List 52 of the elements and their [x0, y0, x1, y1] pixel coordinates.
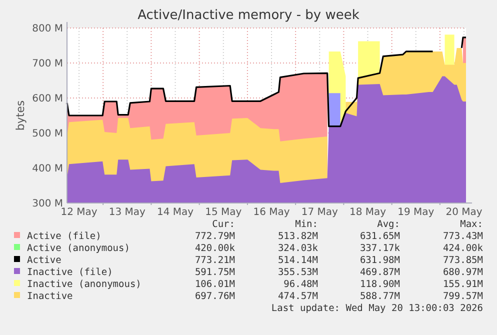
text: 773.43M [442, 231, 484, 242]
x-tick-label: 13 May [108, 207, 146, 218]
text: 772.79M [194, 231, 236, 242]
x-tick-label: 16 May [253, 207, 290, 218]
y-tick-label: 500 M [32, 128, 63, 140]
text: Min: [295, 219, 318, 230]
legend-label: Inactive (file) [27, 267, 113, 278]
text: 631.98M [360, 255, 400, 266]
text: 355.53M [278, 267, 318, 278]
x-tick-label: 17 May [301, 207, 338, 218]
legend-label: Active (anonymous) [27, 243, 130, 254]
text: 155.91M [442, 279, 484, 290]
y-tick-label: 800 M [32, 24, 63, 34]
text: 773.85M [442, 255, 484, 266]
text: 106.01M [194, 279, 236, 290]
legend-label: Inactive [27, 291, 74, 302]
text: 631.65M [360, 231, 400, 242]
y-axis-title: bytes [14, 100, 27, 131]
y-tick-label: 600 M [32, 94, 63, 104]
text: 337.17k [360, 243, 400, 254]
x-tick-label: 14 May [156, 207, 194, 218]
text: 680.97M [442, 267, 484, 278]
legend-label: Active [27, 255, 62, 266]
y-tick-label: 400 M [32, 164, 63, 174]
chart-title: Active/Inactive memory - by week [138, 8, 360, 23]
text: 514.14M [278, 255, 318, 266]
text: Last update: Wed May 20 13:00:03 2026 [271, 303, 484, 314]
text: 588.77M [360, 291, 400, 302]
text: 799.57M [442, 291, 484, 302]
y-tick-label: 700 M [32, 58, 63, 70]
text: 469.87M [360, 267, 400, 278]
legend-label: Active (file) [27, 231, 102, 242]
x-tick-label: 18 May [349, 207, 386, 218]
text: 324.03k [278, 243, 318, 254]
x-tick-label: 12 May [60, 207, 98, 218]
x-tick-label: 19 May [398, 207, 434, 218]
text: 424.00k [442, 243, 484, 254]
text: 118.90M [360, 279, 400, 290]
text: 474.57M [278, 291, 318, 302]
x-tick-label: 15 May [205, 207, 242, 218]
text: 697.76M [194, 291, 236, 302]
text: 513.82M [278, 231, 318, 242]
text: Max: [460, 219, 483, 230]
text: Cur: [212, 219, 235, 230]
x-tick-label: 20 May [446, 207, 482, 218]
y-tick-label: 300 M [32, 198, 63, 210]
text: Avg: [377, 219, 400, 230]
text: 420.00k [194, 243, 236, 254]
text: 96.48M [284, 279, 318, 290]
text: 591.75M [194, 267, 236, 278]
text: 773.21M [194, 255, 236, 266]
legend-label: Inactive (anonymous) [27, 279, 142, 290]
